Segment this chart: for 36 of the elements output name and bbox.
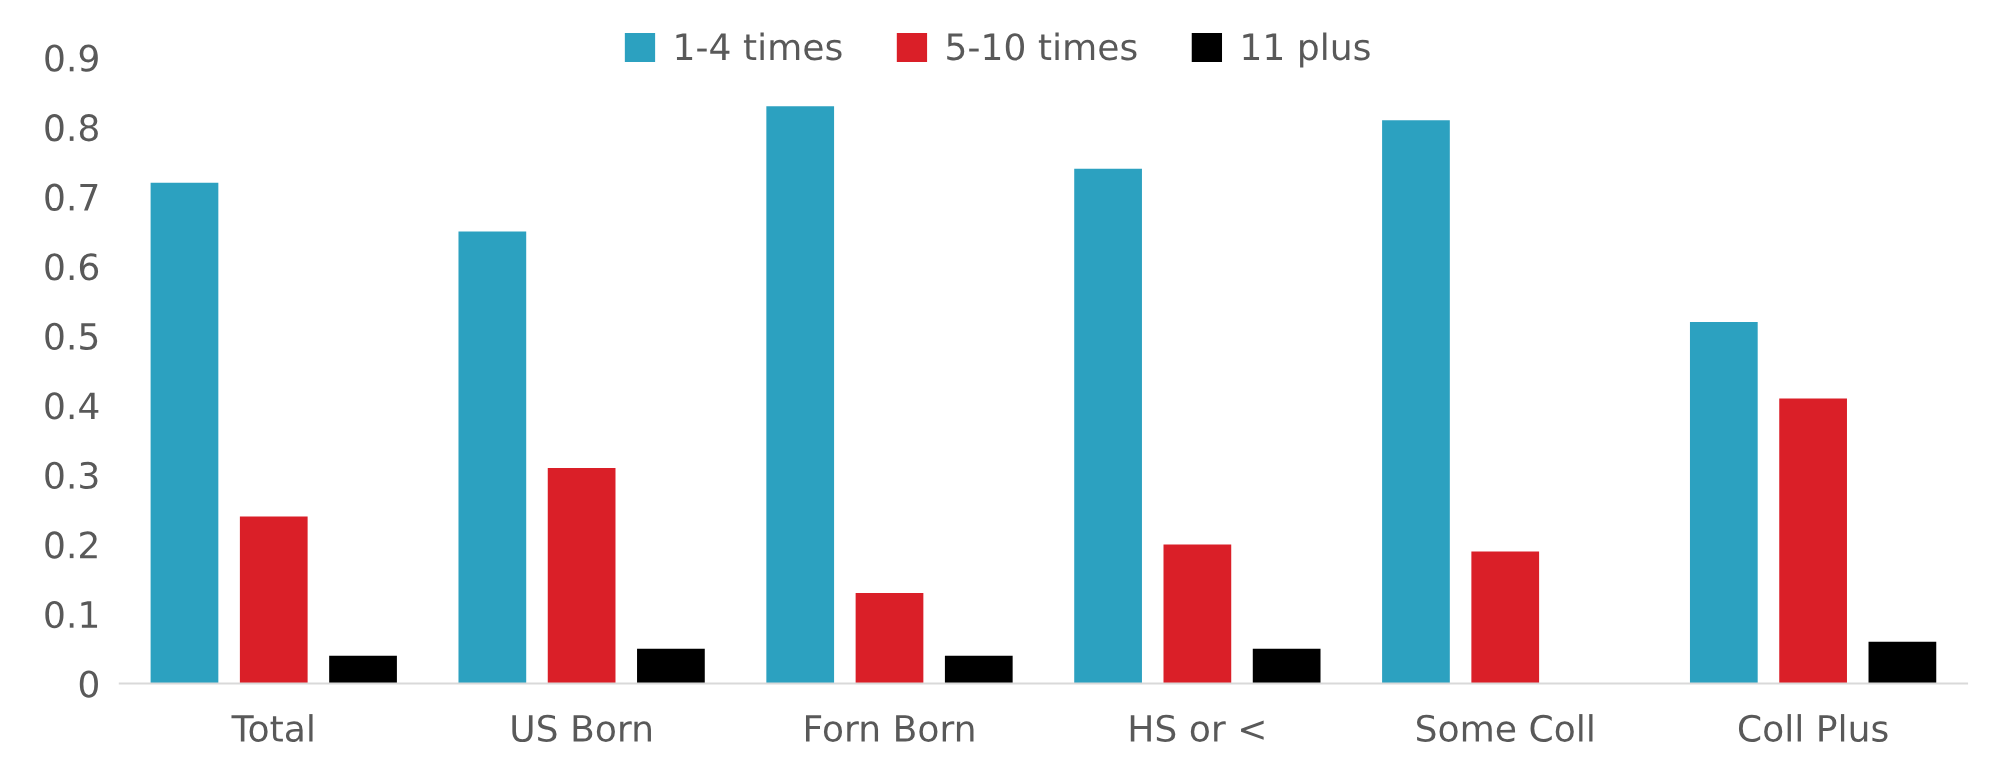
x-tick-label: Some Coll	[1416, 714, 1593, 743]
bar	[150, 182, 219, 684]
y-tick-label: 0.3	[45, 461, 98, 490]
y-tick-label: 0.9	[45, 44, 98, 72]
bar	[1163, 544, 1232, 684]
y-tick-label: 0	[79, 670, 98, 698]
bar	[637, 648, 705, 684]
bar	[1779, 398, 1847, 684]
bar	[766, 106, 835, 684]
y-tick-label: 0.8	[45, 114, 98, 142]
bar	[1252, 648, 1321, 684]
x-tick-label: US Born	[512, 714, 651, 743]
y-tick-label: 0.7	[45, 183, 98, 211]
legend-label: 5-10 times	[947, 32, 1137, 61]
bar	[1382, 120, 1450, 684]
bar	[944, 655, 1013, 684]
bar	[1074, 168, 1142, 684]
legend-label: 1-4 times	[676, 32, 842, 61]
y-tick-label: 0.5	[45, 322, 98, 351]
bar	[329, 655, 397, 684]
x-tick-label: Coll Plus	[1738, 714, 1888, 743]
y-tick-label: 0.4	[45, 392, 99, 420]
x-tick-label: HS or <	[1130, 714, 1264, 743]
bar	[458, 231, 527, 684]
legend-label: 11 plus	[1243, 32, 1370, 68]
bar	[855, 593, 924, 684]
bar	[239, 516, 308, 684]
bar	[1689, 321, 1758, 684]
x-tick-label: Total	[231, 714, 313, 743]
y-tick-label: 0.6	[45, 253, 99, 281]
x-tick-label: Forn Born	[805, 715, 974, 743]
bar	[547, 467, 616, 684]
y-tick-label: 0.2	[45, 531, 97, 559]
bar	[1868, 641, 1937, 684]
y-tick-label: 0.1	[45, 600, 98, 629]
bar	[1471, 551, 1540, 684]
